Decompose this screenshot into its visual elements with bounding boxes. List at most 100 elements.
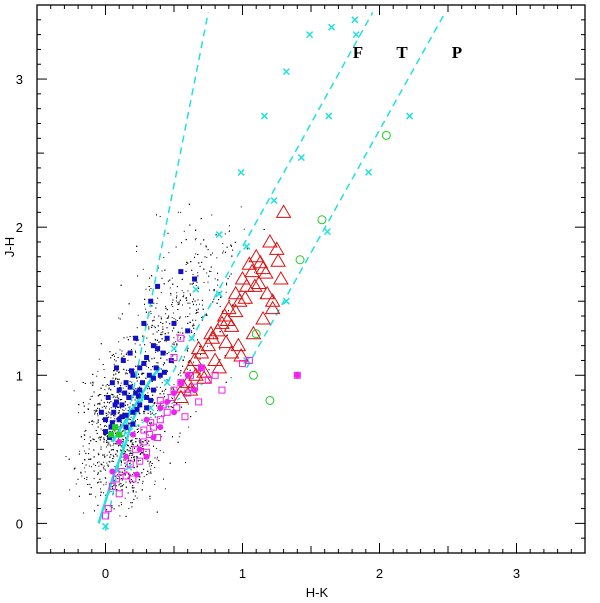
field-star <box>177 374 179 376</box>
field-star <box>222 243 224 244</box>
field-star <box>218 292 220 293</box>
field-star <box>94 510 95 512</box>
field-star <box>182 304 183 306</box>
field-star <box>162 328 164 330</box>
field-star <box>121 456 123 458</box>
field-star <box>132 396 134 398</box>
field-star <box>226 246 228 248</box>
field-star <box>165 340 167 342</box>
field-star <box>97 415 99 417</box>
field-star <box>167 332 169 334</box>
field-star <box>173 384 175 386</box>
field-star <box>103 405 105 407</box>
field-star <box>78 404 80 406</box>
field-star <box>140 373 142 375</box>
field-star <box>103 433 105 435</box>
blue-square-point <box>120 357 126 363</box>
class-ii-point <box>204 330 221 344</box>
field-star <box>185 270 187 272</box>
field-star <box>138 339 140 341</box>
reddening-marker <box>352 31 360 39</box>
field-star <box>212 252 213 254</box>
field-star <box>95 441 97 442</box>
field-star <box>194 239 196 241</box>
field-star <box>88 448 90 450</box>
y-tick-labels: 0 1 2 3 <box>16 72 23 531</box>
field-star <box>160 321 162 323</box>
field-star <box>88 443 90 445</box>
class-ii-point <box>231 293 248 307</box>
magenta-circle-point <box>129 431 136 438</box>
x-tick-label: 0 <box>102 566 109 581</box>
field-star <box>90 440 92 442</box>
field-star <box>121 462 122 464</box>
field-star <box>128 303 130 305</box>
field-star <box>145 311 147 313</box>
field-star <box>172 312 174 314</box>
field-star <box>115 377 117 379</box>
field-star <box>111 486 113 488</box>
blue-square-point <box>150 387 156 393</box>
field-star <box>171 277 173 279</box>
field-star <box>105 434 107 436</box>
field-star <box>110 490 112 492</box>
field-star <box>155 307 157 309</box>
field-star <box>106 462 108 464</box>
field-star <box>157 456 158 458</box>
blue-square-point <box>119 402 125 408</box>
field-star <box>150 471 152 473</box>
field-star <box>100 428 102 430</box>
field-star <box>187 403 189 405</box>
field-star <box>191 283 193 285</box>
class-ii-point <box>234 271 251 285</box>
field-star <box>115 443 117 445</box>
field-star <box>148 385 150 387</box>
field-star <box>150 472 152 474</box>
field-star <box>129 422 131 424</box>
class-ii-point <box>203 325 219 340</box>
field-star <box>156 331 158 333</box>
band-label-f: F <box>353 43 363 62</box>
field-star <box>147 388 148 390</box>
field-star <box>119 444 121 446</box>
field-star <box>177 441 179 443</box>
field-star <box>180 375 182 377</box>
field-star <box>103 402 105 404</box>
blue-square-point <box>113 365 119 371</box>
field-star <box>171 301 173 303</box>
field-star <box>98 481 99 483</box>
field-star <box>136 380 138 382</box>
field-star <box>154 467 156 468</box>
field-star <box>181 242 182 244</box>
field-star <box>103 439 105 441</box>
field-star <box>119 425 121 427</box>
blue-square-point <box>116 387 122 393</box>
field-star <box>180 370 182 372</box>
field-star <box>181 290 183 292</box>
class-ii-point <box>219 312 236 326</box>
field-star <box>119 318 121 320</box>
field-star <box>146 337 148 339</box>
field-star <box>90 396 92 398</box>
field-star <box>218 299 220 301</box>
field-star <box>132 490 134 492</box>
field-star <box>125 515 127 517</box>
field-star <box>113 363 115 365</box>
field-star <box>79 450 81 452</box>
field-star <box>84 459 86 461</box>
field-star <box>82 402 84 404</box>
field-star <box>230 244 232 246</box>
field-star <box>151 326 153 328</box>
field-star <box>118 410 120 412</box>
field-star <box>105 412 107 414</box>
field-star <box>263 229 265 230</box>
field-star <box>116 474 118 476</box>
field-star <box>193 303 194 305</box>
field-star <box>80 436 82 438</box>
field-star <box>204 256 206 258</box>
field-star <box>78 453 80 455</box>
field-star <box>168 406 170 408</box>
field-star <box>147 412 149 414</box>
magenta-square-point <box>129 475 137 483</box>
field-star <box>144 411 146 412</box>
